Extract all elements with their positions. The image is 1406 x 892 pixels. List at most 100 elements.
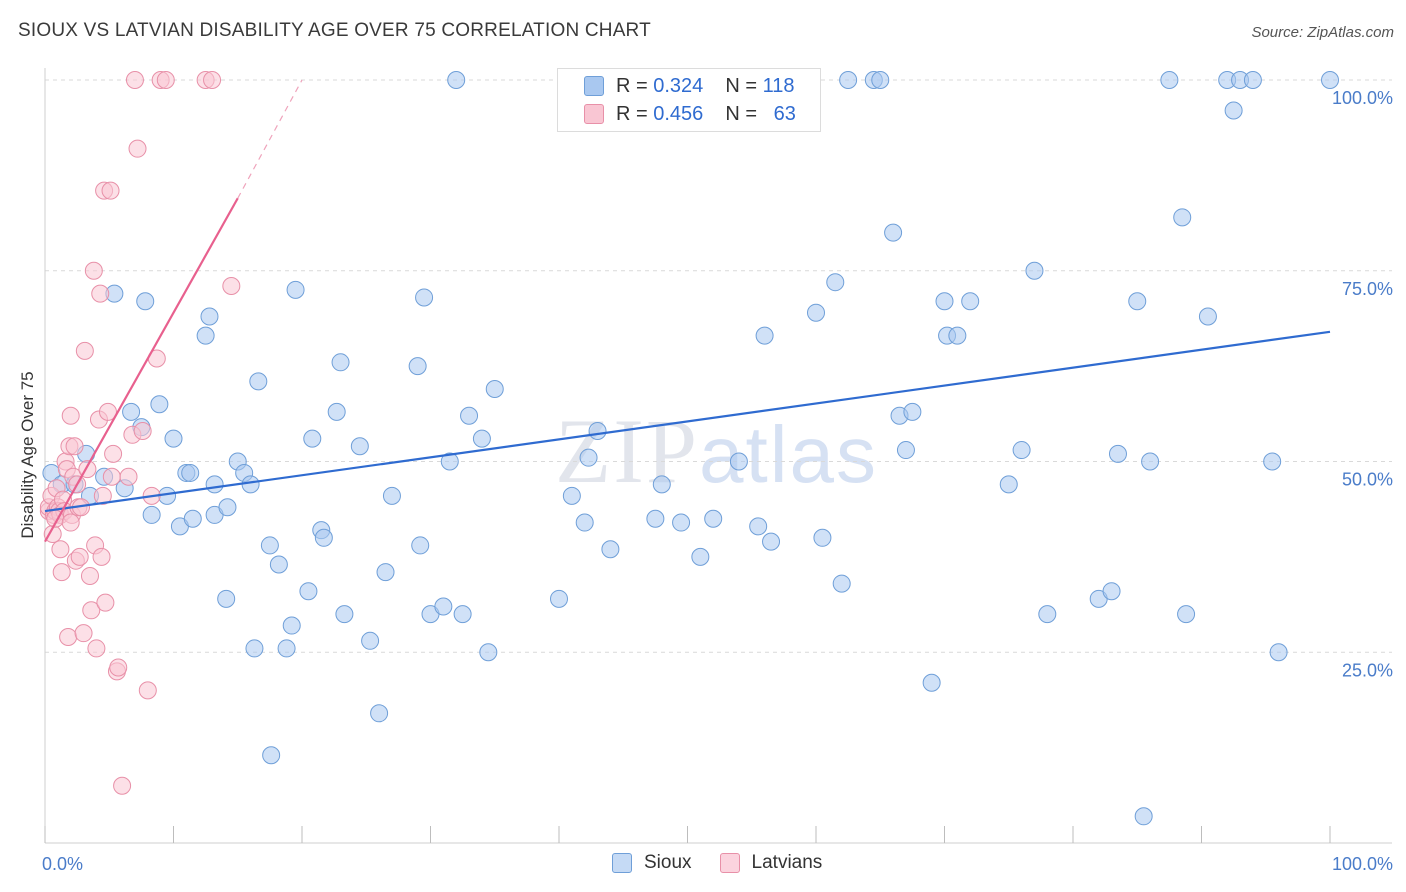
- data-point-sioux: [575, 513, 594, 532]
- data-point-sioux: [729, 452, 748, 471]
- legend-r-label: R =: [616, 102, 648, 125]
- data-point-sioux: [1269, 643, 1288, 662]
- series-legend: Sioux Latvians: [612, 852, 850, 874]
- data-point-sioux: [460, 406, 479, 425]
- data-point-latvians: [75, 341, 94, 360]
- data-point-latvians: [74, 624, 93, 643]
- data-point-sioux: [453, 605, 472, 624]
- data-point-sioux: [672, 513, 691, 532]
- data-point-latvians: [82, 601, 101, 620]
- series-swatch-sioux: [612, 853, 632, 873]
- data-point-sioux: [277, 639, 296, 658]
- data-point-sioux: [415, 288, 434, 307]
- trend-line-sioux: [44, 330, 1331, 513]
- data-point-sioux: [303, 429, 322, 448]
- data-point-sioux: [408, 357, 427, 376]
- data-point-sioux: [601, 540, 620, 559]
- data-point-sioux: [382, 486, 401, 505]
- y-tick-label: 25.0%: [1342, 660, 1393, 680]
- data-point-sioux: [1177, 605, 1196, 624]
- data-point-sioux: [762, 532, 781, 551]
- data-point-latvians: [52, 563, 71, 582]
- data-point-sioux: [335, 605, 354, 624]
- data-point-sioux: [562, 486, 581, 505]
- data-point-sioux: [164, 429, 183, 448]
- data-point-sioux: [999, 475, 1018, 494]
- data-point-latvians: [203, 71, 222, 89]
- data-point-latvians: [125, 71, 144, 89]
- data-point-latvians: [133, 421, 152, 440]
- data-point-sioux: [434, 597, 453, 616]
- data-point-latvians: [51, 540, 70, 559]
- data-point-sioux: [136, 292, 155, 311]
- data-point-sioux: [314, 528, 333, 547]
- data-point-latvians: [96, 593, 115, 612]
- data-points: [39, 71, 1339, 826]
- data-point-sioux: [249, 372, 268, 391]
- data-point-sioux: [807, 303, 825, 322]
- data-point-sioux: [286, 280, 305, 299]
- data-point-sioux: [440, 452, 459, 471]
- data-point-sioux: [205, 475, 224, 494]
- series-label-latvians: Latvians: [751, 852, 823, 873]
- legend-n-label: N =: [725, 102, 757, 125]
- legend-row-sioux: R = 0.324 N = 118: [584, 73, 794, 99]
- data-point-sioux: [1025, 261, 1044, 280]
- data-point-sioux: [485, 380, 504, 399]
- source-label: Source: ZipAtlas.com: [1251, 24, 1394, 41]
- data-point-sioux: [122, 402, 141, 421]
- data-point-latvians: [102, 467, 121, 486]
- series-legend-sioux[interactable]: Sioux: [612, 852, 692, 874]
- data-point-sioux: [1173, 208, 1192, 227]
- data-point-sioux: [1224, 101, 1243, 120]
- y-tick-label: 100.0%: [1332, 88, 1393, 108]
- data-point-sioux: [813, 528, 832, 547]
- data-point-sioux: [218, 498, 237, 517]
- data-point-latvians: [93, 486, 112, 505]
- legend-n-value: 118: [762, 74, 795, 97]
- data-point-latvians: [119, 467, 138, 486]
- data-point-latvians: [70, 547, 89, 566]
- data-point-sioux: [652, 475, 671, 494]
- legend-n-label: N =: [725, 74, 757, 97]
- data-point-sioux: [260, 536, 279, 555]
- data-point-sioux: [472, 429, 491, 448]
- watermark-zip: ZIP: [555, 400, 699, 502]
- legend-swatch-latvians: [584, 104, 604, 124]
- data-point-latvians: [109, 658, 128, 677]
- data-point-sioux: [241, 475, 260, 494]
- data-point-sioux: [262, 746, 281, 765]
- data-point-sioux: [1263, 452, 1282, 471]
- data-point-sioux: [704, 509, 723, 528]
- data-point-sioux: [1160, 71, 1179, 89]
- data-point-latvians: [104, 444, 123, 463]
- data-point-sioux: [749, 517, 768, 536]
- data-point-sioux: [361, 631, 380, 650]
- data-point-sioux: [922, 673, 941, 692]
- watermark-atlas: atlas: [699, 410, 878, 499]
- data-point-sioux: [183, 509, 202, 528]
- data-point-sioux: [181, 463, 200, 482]
- data-point-sioux: [282, 616, 301, 635]
- data-point-sioux: [150, 395, 169, 414]
- axes: [44, 68, 1392, 844]
- data-point-sioux: [903, 402, 922, 421]
- data-point-sioux: [871, 71, 890, 89]
- data-point-sioux: [1108, 444, 1127, 463]
- data-point-sioux: [755, 326, 774, 345]
- data-point-sioux: [948, 326, 967, 345]
- data-point-sioux: [884, 223, 903, 242]
- data-point-latvians: [61, 513, 80, 532]
- legend-r-value: 0.324: [653, 74, 704, 97]
- data-point-sioux: [479, 643, 498, 662]
- data-point-sioux: [200, 307, 219, 326]
- data-point-sioux: [350, 437, 369, 456]
- series-legend-latvians[interactable]: Latvians: [719, 852, 823, 874]
- data-point-sioux: [370, 704, 389, 723]
- data-point-latvians: [222, 277, 241, 296]
- data-point-sioux: [550, 589, 568, 608]
- data-point-sioux: [1134, 807, 1153, 826]
- data-point-sioux: [1038, 605, 1057, 624]
- data-point-latvians: [113, 776, 132, 795]
